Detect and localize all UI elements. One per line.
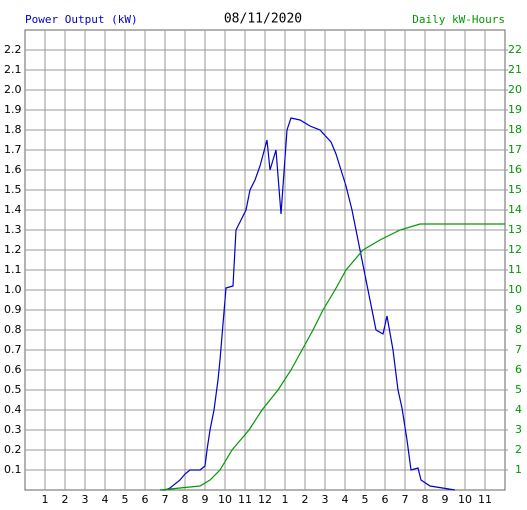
y2-tick-label: 14	[508, 203, 522, 216]
y2-tick-label: 2	[515, 443, 522, 456]
y2-tick-label: 3	[515, 423, 522, 436]
x-tick-label: 1	[42, 493, 49, 506]
x-tick-label: 3	[322, 493, 329, 506]
y-tick-label: 0.4	[4, 403, 22, 416]
y-tick-label: 0.7	[4, 343, 22, 356]
x-tick-label: 6	[142, 493, 149, 506]
y-tick-label: 0.6	[4, 363, 22, 376]
y2-tick-label: 5	[515, 383, 522, 396]
x-tick-label: 9	[202, 493, 209, 506]
x-tick-label: 6	[382, 493, 389, 506]
y-tick-label: 1.4	[4, 203, 22, 216]
y2-tick-label: 10	[508, 283, 522, 296]
y-tick-label: 0.3	[4, 423, 22, 436]
x-tick-label: 1	[282, 493, 289, 506]
y-tick-label: 1.6	[4, 163, 22, 176]
y-tick-label: 1.9	[4, 103, 22, 116]
y-tick-label: 2.2	[4, 43, 22, 56]
y2-tick-label: 15	[508, 183, 522, 196]
x-tick-label: 7	[162, 493, 169, 506]
y-tick-label: 0.8	[4, 323, 22, 336]
y2-tick-label: 8	[515, 323, 522, 336]
y2-axis-title: Daily kW-Hours	[412, 13, 505, 26]
chart-title: 08/11/2020	[224, 12, 302, 27]
series-line	[160, 117, 456, 491]
x-tick-label: 3	[82, 493, 89, 506]
y2-tick-label: 19	[508, 103, 522, 116]
y2-tick-label: 17	[508, 143, 522, 156]
y2-tick-label: 12	[508, 243, 522, 256]
y2-tick-label: 6	[515, 363, 522, 376]
y-tick-label: 0.1	[4, 463, 22, 476]
y2-tick-label: 4	[515, 403, 522, 416]
x-tick-label: 4	[102, 493, 109, 506]
y-tick-label: 1.5	[4, 183, 22, 196]
y2-tick-label: 13	[508, 223, 522, 236]
y-tick-label: 0.5	[4, 383, 22, 396]
y2-tick-label: 16	[508, 163, 522, 176]
y-tick-label: 2.0	[4, 83, 22, 96]
x-tick-label: 9	[442, 493, 449, 506]
x-tick-label: 10	[458, 493, 472, 506]
x-tick-label: 5	[122, 493, 129, 506]
y-tick-label: 0.2	[4, 443, 22, 456]
y-tick-label: 1.0	[4, 283, 22, 296]
y2-tick-label: 22	[508, 43, 522, 56]
y-tick-label: 1.8	[4, 123, 22, 136]
y-tick-label: 1.3	[4, 223, 22, 236]
series-line	[159, 223, 505, 491]
y2-tick-label: 18	[508, 123, 522, 136]
x-tick-label: 8	[182, 493, 189, 506]
x-tick-label: 4	[342, 493, 349, 506]
y-tick-label: 2.1	[4, 63, 22, 76]
y2-tick-label: 1	[515, 463, 522, 476]
y2-tick-label: 20	[508, 83, 522, 96]
y2-tick-label: 21	[508, 63, 522, 76]
y-axis-title: Power Output (kW)	[25, 13, 138, 26]
x-tick-label: 12	[258, 493, 272, 506]
x-tick-label: 5	[362, 493, 369, 506]
x-tick-label: 8	[422, 493, 429, 506]
x-tick-label: 2	[62, 493, 69, 506]
x-tick-label: 2	[302, 493, 309, 506]
y-tick-label: 1.7	[4, 143, 22, 156]
y2-tick-label: 9	[515, 303, 522, 316]
y-tick-label: 1.2	[4, 243, 22, 256]
x-tick-label: 7	[402, 493, 409, 506]
x-tick-label: 11	[238, 493, 252, 506]
y-tick-label: 1.1	[4, 263, 22, 276]
y2-tick-label: 11	[508, 263, 522, 276]
y2-tick-label: 7	[515, 343, 522, 356]
x-tick-label: 10	[218, 493, 232, 506]
y-tick-label: 0.9	[4, 303, 22, 316]
x-tick-label: 11	[478, 493, 492, 506]
